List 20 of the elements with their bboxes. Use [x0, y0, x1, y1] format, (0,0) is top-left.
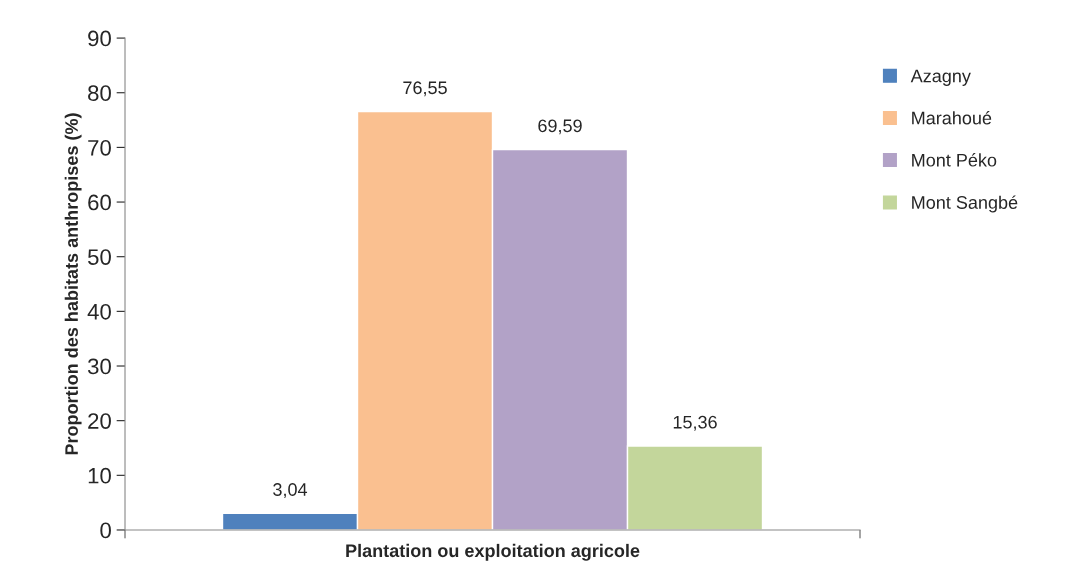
y-tick-label: 70: [88, 139, 111, 156]
legend-label: Azagny: [910, 69, 971, 86]
y-tick-label: 60: [88, 194, 111, 211]
data-label: 3,04: [273, 483, 308, 499]
y-tick-label: 90: [88, 30, 111, 47]
y-tick-label: 80: [88, 85, 111, 102]
x-tick-label: Plantation ou exploitation agricole: [346, 543, 640, 561]
legend-label: Mont Sangbé: [912, 195, 1018, 213]
y-tick-label: 50: [87, 249, 111, 265]
legend-label: Mont Péko: [912, 153, 997, 167]
legend-label: Marahoué: [912, 110, 992, 125]
y-tick-label: 40: [87, 303, 111, 320]
y-tick-label: 10: [88, 467, 111, 484]
y-tick-label: 0: [100, 522, 111, 539]
data-label: 69,59: [538, 119, 582, 135]
y-axis-title: Proportion des habitats anthropises (%): [64, 113, 82, 455]
data-label: 76,55: [403, 81, 447, 97]
y-tick-label: 20: [88, 413, 111, 429]
y-tick-label: 30: [87, 358, 111, 375]
data-label: 15,36: [673, 415, 717, 431]
